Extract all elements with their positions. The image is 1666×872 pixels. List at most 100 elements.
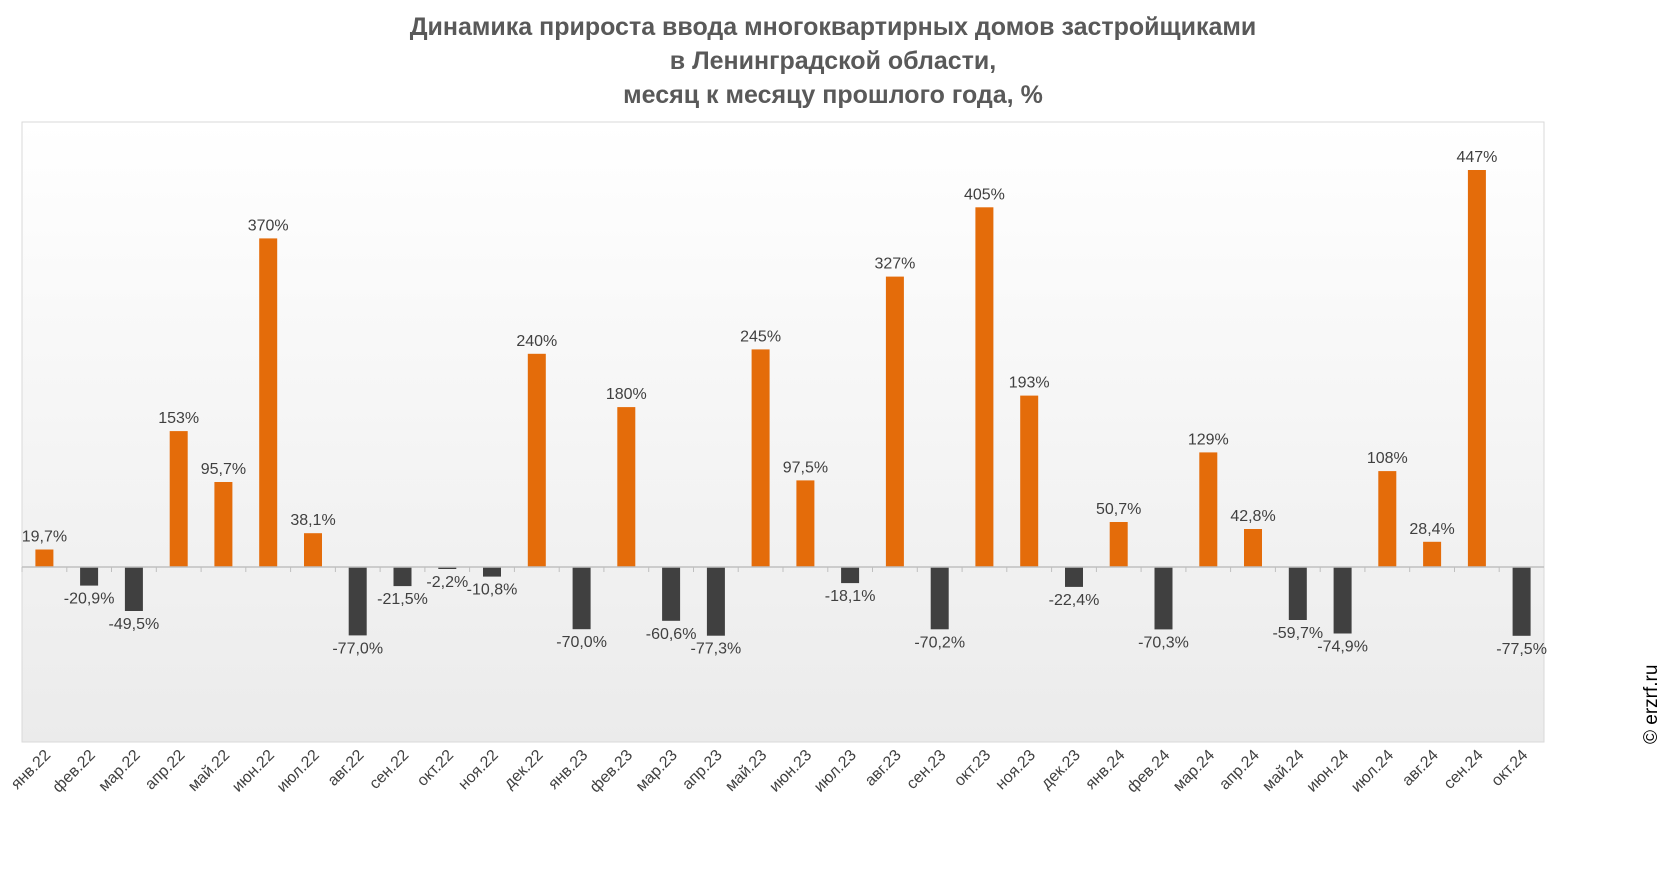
x-tick-label: июн.22 (229, 747, 278, 796)
x-tick-label: авг.22 (325, 747, 368, 790)
bar-value-label: -59,7% (1272, 625, 1323, 642)
watermark-text: © erzrf.ru (1641, 665, 1662, 744)
chart-title-line-1: Динамика прироста ввода многоквартирных … (409, 13, 1257, 41)
x-tick-label: ноя.23 (993, 747, 1039, 793)
bar-фев.24 (1154, 567, 1173, 630)
bar-value-label: 193% (1009, 375, 1050, 392)
x-tick-label: май.22 (185, 747, 233, 795)
bar-value-label: -70,0% (556, 634, 607, 651)
x-tick-label: окт.22 (414, 747, 457, 790)
bar-янв.22 (35, 549, 54, 567)
x-tick-label: дек.23 (1038, 747, 1084, 793)
bar-июн.23 (796, 480, 815, 567)
x-tick-label: май.23 (722, 747, 770, 795)
x-tick-label: май.24 (1259, 747, 1307, 795)
x-tick-label: авг.23 (862, 747, 905, 790)
bar-value-label: 240% (516, 333, 557, 350)
bar-value-label: -18,1% (825, 588, 876, 605)
bar-value-label: 108% (1367, 450, 1408, 467)
x-tick-label: дек.22 (501, 747, 547, 793)
bar-май.24 (1288, 567, 1307, 620)
bar-value-label: -2,2% (426, 574, 468, 591)
bars-layer (35, 170, 1531, 636)
bar-авг.23 (885, 276, 904, 567)
bar-value-label: -77,3% (691, 641, 742, 658)
bar-июн.24 (1333, 567, 1352, 634)
bar-value-label: -77,0% (332, 640, 383, 657)
bar-дек.23 (1065, 567, 1083, 587)
bar-апр.22 (169, 431, 188, 567)
x-tick-label: июн.24 (1304, 747, 1353, 796)
x-tick-label: фев.24 (1124, 747, 1173, 796)
x-tick-label: мар.22 (96, 747, 144, 795)
bar-фев.23 (617, 407, 636, 567)
bar-янв.24 (1109, 522, 1128, 567)
bar-value-label: -20,9% (64, 591, 115, 608)
bar-value-label: 97,5% (783, 459, 828, 476)
bar-value-label: 180% (606, 386, 647, 403)
x-tick-label: фев.23 (587, 747, 636, 796)
bar-июл.22 (304, 533, 322, 567)
x-tick-label: окт.24 (1488, 747, 1531, 790)
x-tick-label: янв.22 (8, 747, 54, 793)
bar-мар.23 (662, 567, 681, 621)
bar-value-label: 19,7% (22, 529, 67, 546)
x-tick-label: сен.22 (366, 747, 412, 793)
bar-авг.24 (1423, 541, 1442, 567)
bar-value-label: -70,3% (1138, 634, 1189, 651)
bar-value-label: -70,2% (914, 634, 965, 651)
bar-value-label: -74,9% (1317, 639, 1368, 656)
bar-июл.23 (841, 567, 860, 584)
bar-окт.24 (1512, 567, 1531, 636)
bar-value-label: -22,4% (1049, 592, 1100, 609)
bar-май.22 (214, 482, 233, 567)
bar-value-label: 327% (874, 256, 915, 273)
bar-окт.23 (975, 207, 994, 568)
bar-value-label: 245% (740, 328, 781, 345)
x-tick-label: апр.23 (679, 747, 726, 794)
bar-value-label: 38,1% (290, 512, 335, 529)
x-tick-label: апр.24 (1216, 747, 1263, 794)
x-tick-label: фев.22 (50, 747, 99, 796)
watermark: © erzrf.ru (1636, 596, 1664, 746)
x-tick-label: мар.24 (1170, 747, 1218, 795)
bar-сен.23 (930, 567, 949, 630)
bar-апр.23 (706, 567, 725, 636)
bar-value-label: 28,4% (1409, 521, 1454, 538)
bar-июн.22 (259, 238, 278, 567)
bar-value-label: 42,8% (1230, 508, 1275, 525)
bar-мар.22 (124, 567, 143, 611)
bar-value-label: -10,8% (467, 582, 518, 599)
x-tick-label: мар.23 (633, 747, 681, 795)
bar-value-label: -49,5% (109, 616, 160, 633)
x-tick-label: июл.24 (1348, 747, 1397, 796)
value-labels-layer: 19,7% -20,9% -49,5% 153% 95,7% 370% 38,1% -77,0… (22, 149, 1547, 658)
x-tick-label: июн.23 (766, 747, 815, 796)
bar-авг.22 (348, 567, 367, 636)
chart-title: Динамика прироста ввода многоквартирных … (0, 10, 1666, 112)
bar-value-label: 95,7% (201, 461, 246, 478)
bar-value-label: -60,6% (646, 626, 697, 643)
bar-дек.22 (527, 353, 546, 567)
x-tick-label: окт.23 (951, 747, 994, 790)
bar-май.23 (751, 349, 770, 567)
bar-value-label: 50,7% (1096, 501, 1141, 518)
bar-value-label: 405% (964, 186, 1005, 203)
x-tick-label: ноя.22 (455, 747, 501, 793)
bar-ноя.23 (1020, 395, 1039, 567)
bar-апр.24 (1244, 529, 1262, 567)
bar-value-label: 370% (248, 217, 289, 234)
bar-value-label: 447% (1456, 149, 1497, 166)
bar-value-label: 153% (158, 410, 199, 427)
bar-янв.23 (572, 567, 591, 630)
bar-сен.22 (393, 567, 412, 587)
x-tick-label: июл.22 (274, 747, 323, 796)
bar-мар.24 (1199, 452, 1218, 567)
bar-сен.24 (1467, 170, 1486, 567)
x-tick-label: авг.24 (1399, 747, 1442, 790)
x-tick-label: янв.23 (545, 747, 591, 793)
bar-value-label: 129% (1188, 431, 1229, 448)
x-tick-label: янв.24 (1082, 747, 1128, 793)
bar-value-label: -21,5% (377, 591, 428, 608)
